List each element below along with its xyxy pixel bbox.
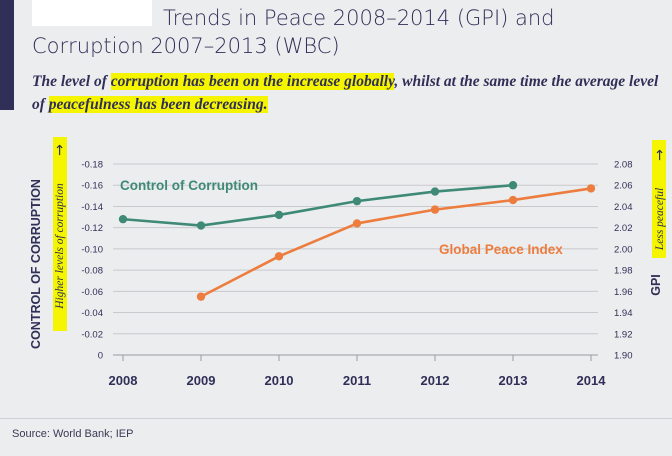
header-blank-patch <box>32 0 152 26</box>
right-tick-label: 2.04 <box>614 202 633 213</box>
corruption-series-line <box>122 183 514 227</box>
gpi-point <box>196 292 206 301</box>
x-tick-label: 2009 <box>187 373 216 388</box>
right-annotation-text: Less peaceful <box>654 188 666 251</box>
left-annotation-text: Higher levels of corruption <box>54 183 66 310</box>
chart-title-line-1: Trends in Peace 2008–2014 (GPI) and <box>163 6 555 30</box>
right-tick-label: 1.96 <box>614 287 633 298</box>
left-axis-title: CONTROL OF CORRUPTION <box>29 179 43 349</box>
chart-title: Trends in Peace 2008–2014 (GPI) and Corr… <box>32 4 652 60</box>
right-tick-label: 1.90 <box>614 351 633 362</box>
footer-divider <box>0 418 672 419</box>
right-annotation-arrow: → <box>652 149 668 161</box>
right-annotation-highlight <box>652 140 666 258</box>
corruption-point <box>508 181 518 190</box>
right-tick-label: 2.02 <box>614 223 633 234</box>
corruption-point <box>274 210 284 220</box>
corruption-point <box>352 196 362 206</box>
left-tick-label: -0.02 <box>81 329 103 340</box>
subtitle-text-1: The level of <box>32 73 111 90</box>
gpi-point <box>430 205 440 214</box>
right-tick-label: 2.00 <box>614 244 633 255</box>
right-tick-label: 1.92 <box>614 329 633 340</box>
right-tick-label: 2.06 <box>614 181 633 192</box>
left-tick-label: -0.12 <box>81 223 103 234</box>
side-accent-bar <box>0 0 14 110</box>
left-annotation-highlight <box>53 137 67 331</box>
corruption-series-label: Control of Corruption <box>120 178 258 193</box>
chart-title-line-2: Corruption 2007–2013 (WBC) <box>32 34 340 58</box>
x-tick-label: 2008 <box>109 373 138 388</box>
x-tick-label: 2010 <box>265 373 294 388</box>
gpi-point <box>508 195 518 205</box>
x-tick-label: 2014 <box>577 373 607 388</box>
left-tick-label: 0 <box>98 351 103 362</box>
source-note: Source: World Bank; IEP <box>12 428 134 440</box>
left-tick-label: -0.08 <box>81 266 103 277</box>
x-tick-label: 2012 <box>421 373 450 388</box>
left-tick-label: -0.18 <box>81 160 103 171</box>
corruption-point <box>430 187 440 196</box>
right-axis-title: GPI <box>649 274 663 296</box>
right-tick-label: 1.94 <box>614 308 633 319</box>
gpi-series-label: Global Peace Index <box>439 242 563 257</box>
gpi-series-line <box>200 187 592 298</box>
left-annotation-arrow: → <box>52 144 68 156</box>
corruption-point <box>118 214 128 224</box>
corruption-point <box>196 221 206 230</box>
left-tick-label: -0.04 <box>81 308 103 319</box>
right-tick-label: 2.08 <box>614 160 633 171</box>
chart-subtitle: The level of corruption has been on the … <box>32 70 662 116</box>
x-tick-label: 2011 <box>343 373 371 388</box>
gpi-point <box>274 252 284 261</box>
gpi-point <box>586 184 596 193</box>
x-tick-label: 2013 <box>499 373 528 388</box>
left-tick-label: -0.10 <box>81 244 103 255</box>
subtitle-text-2: , whilst at the same time the average le… <box>32 73 659 113</box>
right-tick-label: 1.98 <box>614 266 633 277</box>
subtitle-highlight-peacefulness: peacefulness has been decreasing. <box>48 96 268 113</box>
gpi-point <box>352 219 362 228</box>
left-tick-label: -0.14 <box>81 202 103 213</box>
subtitle-highlight-corruption: corruption has been on the increase glob… <box>110 73 395 90</box>
left-tick-label: -0.06 <box>81 287 103 298</box>
left-tick-label: -0.16 <box>81 181 103 192</box>
